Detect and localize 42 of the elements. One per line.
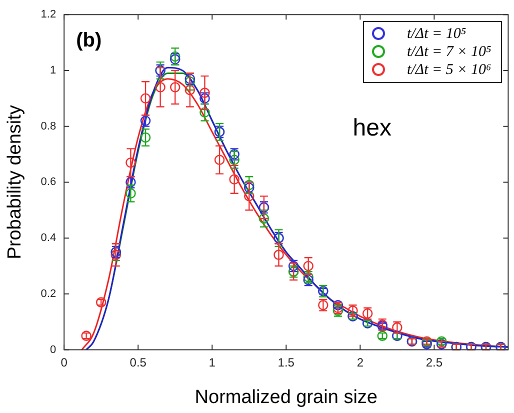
point: [140, 93, 151, 104]
point: [126, 157, 136, 168]
point: [244, 191, 254, 202]
y-tick-label: 0.2: [40, 288, 56, 300]
y-tick-label: 1: [50, 64, 56, 76]
point: [140, 132, 151, 143]
point: [170, 51, 180, 62]
x-tick-label: 0.5: [130, 355, 147, 370]
x-tick-label: 2: [356, 355, 364, 370]
point: [184, 76, 196, 87]
y-tick-label: 0: [50, 344, 56, 356]
legend-label: t/Δt = 5 × 10⁶: [406, 60, 492, 79]
point: [200, 88, 210, 98]
legend-label: t/Δt = 10⁵: [406, 24, 466, 43]
point: [155, 82, 166, 92]
point: [126, 188, 136, 199]
point: [258, 213, 270, 224]
point: [184, 84, 196, 96]
y-tick-label: 0.6: [40, 176, 56, 188]
x-tick-label: 2.5: [426, 355, 443, 370]
y-axis-title: Probability density: [4, 104, 26, 260]
y-tick-label: 0.8: [40, 120, 56, 132]
point: [200, 107, 210, 118]
point: [110, 250, 122, 260]
point: [170, 82, 180, 92]
x-tick-label: 1: [208, 355, 216, 370]
point: [392, 321, 402, 334]
legend-label: t/Δt = 7 × 10⁵: [406, 42, 492, 61]
annotation: hex: [352, 114, 392, 142]
point: [229, 174, 240, 185]
x-axis-title: Normalized grain size: [194, 386, 378, 408]
x-tick-label: 0: [60, 355, 68, 370]
point: [274, 250, 284, 260]
y-tick-label: 0.4: [40, 232, 56, 244]
annotation: (b): [76, 30, 102, 52]
point: [362, 307, 373, 320]
y-tick-label: 1.2: [40, 8, 56, 21]
point: [244, 180, 254, 190]
point: [229, 154, 240, 166]
x-tick-label: 1.5: [278, 355, 295, 370]
point: [214, 154, 225, 166]
point: [303, 260, 314, 272]
